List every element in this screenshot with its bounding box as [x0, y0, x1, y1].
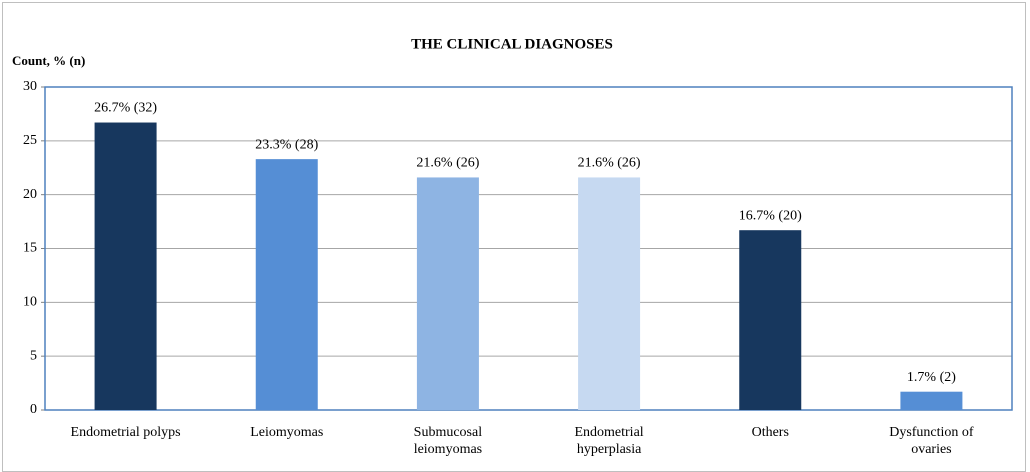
- value-label: 16.7% (20): [739, 208, 802, 223]
- x-tick-label: Leiomyomas: [250, 425, 324, 440]
- x-tick-label: Endometrial hyperplasia: [574, 425, 644, 457]
- value-label: 21.6% (26): [578, 156, 641, 171]
- bar: [739, 230, 802, 410]
- y-tick-label: 0: [30, 402, 37, 417]
- bar: [416, 177, 479, 410]
- y-tick-label: 5: [30, 348, 37, 363]
- y-tick-label: 15: [23, 241, 37, 256]
- value-label: 23.3% (28): [255, 137, 318, 152]
- bar: [900, 391, 963, 410]
- y-tick-label: 20: [23, 187, 37, 202]
- value-label: 1.7% (2): [907, 370, 956, 385]
- bar: [578, 177, 641, 410]
- chart-title: THE CLINICAL DIAGNOSES: [411, 36, 613, 52]
- y-tick-label: 10: [23, 295, 37, 310]
- y-axis-label: Count, % (n): [12, 53, 85, 68]
- y-tick-label: 30: [23, 79, 37, 94]
- chart: THE CLINICAL DIAGNOSES Count, % (n) 0 5 10…: [12, 36, 1013, 417]
- bar: [94, 122, 157, 410]
- value-label: 21.6% (26): [416, 156, 479, 171]
- x-tick-label: Submucosal leiomyomas: [413, 425, 483, 457]
- plot-border: [44, 86, 1013, 411]
- value-label: 26.7% (32): [94, 101, 157, 116]
- y-tick-label: 25: [23, 133, 37, 148]
- x-tick-label: Dysfunction of ovaries: [889, 425, 974, 457]
- x-tick-label: Others: [751, 425, 789, 440]
- x-tick-label: Endometrial polyps: [70, 425, 181, 440]
- bar: [255, 159, 318, 410]
